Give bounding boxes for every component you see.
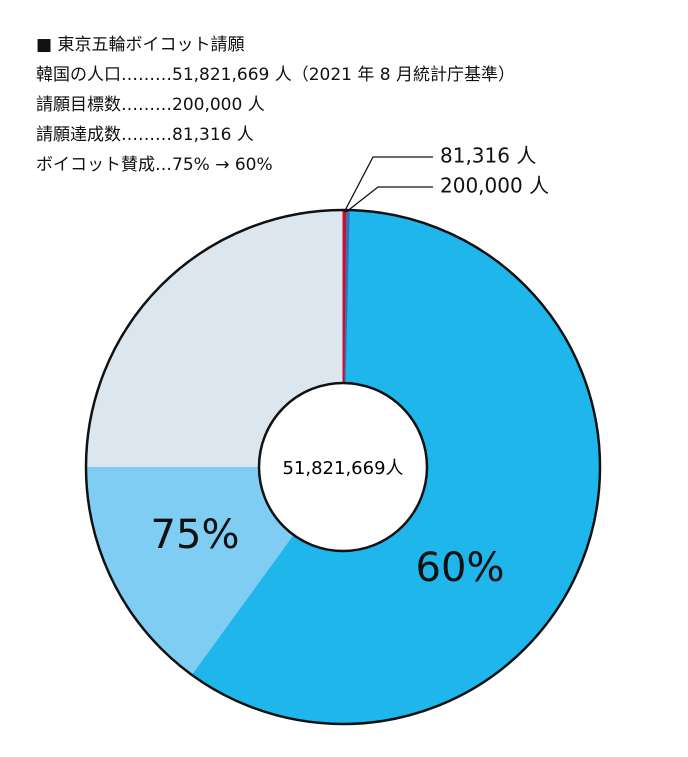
header-line: ■ 東京五輪ボイコット請願 [36, 35, 244, 55]
header-line: 請願目標数………200,000 人 [36, 95, 265, 115]
percent-label: 75% [151, 512, 240, 558]
header-line: 請願達成数………81,316 人 [36, 125, 254, 145]
inner-hole [257, 381, 429, 553]
leader-line [343, 156, 433, 213]
leader-line [345, 186, 433, 213]
outer-ring [84, 208, 602, 726]
count-label: 200,000 人 [440, 174, 549, 198]
labels: 75% 60% 200,000 人 81,316 人 [151, 144, 550, 592]
header-line: 韓国の人口………51,821,669 人（2021 年 8 月統計庁基準） [36, 65, 515, 85]
count-label: 81,316 人 [440, 144, 536, 168]
percent-label: 60% [416, 545, 505, 591]
header-line: ボイコット賛成…75% → 60% [36, 155, 273, 175]
center-label: 51,821,669人 [282, 458, 403, 479]
